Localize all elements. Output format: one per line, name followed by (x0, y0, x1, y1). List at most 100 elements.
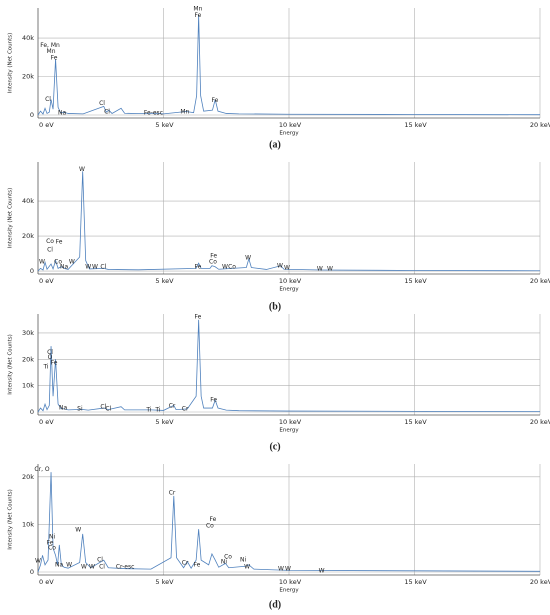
peak-label: Ni (240, 557, 246, 564)
peak-label: Cr-esc (116, 564, 135, 571)
y-tick-label: 0 (30, 267, 34, 275)
peak-label: W (285, 566, 291, 573)
peak-label: Na (59, 405, 67, 412)
y-tick-label: 0 (30, 568, 34, 576)
y-tick-label: 10k (22, 382, 34, 390)
x-axis-title: Energy (279, 287, 299, 293)
peak-label: O (48, 354, 53, 361)
peak-label: W (35, 558, 41, 565)
peak-label: Fe (194, 12, 201, 19)
x-tick-label: 20 keV (530, 578, 550, 586)
peak-label: Cl (45, 96, 51, 103)
x-tick-label: 5 keV (155, 418, 174, 426)
peak-label: Cl (47, 247, 53, 254)
peak-label: Cl (99, 100, 105, 107)
panel-caption: (d) (269, 599, 281, 610)
x-tick-label: 10 keV (279, 418, 302, 426)
peak-label: W (319, 568, 325, 575)
y-axis-title: Intensity (Net Counts) (8, 334, 14, 395)
peak-label: Fe (194, 314, 201, 321)
spectrum (37, 14, 541, 116)
peak-label: W (85, 264, 91, 271)
spectrum (37, 171, 541, 272)
peak-label: W (277, 262, 283, 269)
x-tick-label: 20 keV (530, 418, 550, 426)
peak-label: W (66, 561, 72, 568)
peak-label: Cl (47, 349, 53, 356)
y-tick-label: 10k (22, 520, 34, 528)
peak-label: Fe (56, 238, 63, 245)
peak-label: Fe (51, 359, 58, 366)
peak-label: Ti (154, 407, 160, 414)
x-tick-label: 10 keV (279, 578, 302, 586)
peak-label: W (245, 255, 251, 262)
spectrum (37, 472, 541, 573)
peak-label: Na (55, 561, 63, 568)
peak-label: Cr (169, 403, 176, 410)
y-tick-label: 40k (22, 197, 34, 205)
peak-label: Si (77, 406, 83, 413)
peak-label: Co (224, 553, 232, 560)
x-tick-label: 20 keV (530, 277, 550, 285)
peak-label: Mn (180, 108, 189, 115)
peak-label: Cl (99, 564, 105, 571)
peak-label: W (69, 259, 75, 266)
x-tick-label: 0 eV (39, 121, 54, 129)
x-tick-label: 15 keV (404, 277, 427, 285)
peak-label: W (92, 264, 98, 271)
peak-label: W (317, 266, 323, 273)
peak-label: Co (228, 264, 236, 271)
panel-caption: (a) (269, 139, 281, 150)
peak-label: W (89, 564, 95, 571)
x-tick-label: 0 eV (39, 418, 54, 426)
x-tick-label: 15 keV (404, 418, 427, 426)
x-tick-label: 5 keV (155, 121, 174, 129)
peak-label: Cl (97, 557, 103, 564)
y-axis-title: Intensity (Net Counts) (8, 33, 14, 94)
peak-label: W (327, 266, 333, 273)
x-tick-label: 10 keV (279, 121, 302, 129)
peak-label: Fe (194, 264, 201, 271)
peak-label: Fe (210, 516, 217, 523)
peak-label: Fe (51, 55, 58, 62)
peak-label: Fe-esc (144, 110, 163, 117)
y-tick-label: 20k (22, 232, 34, 240)
x-axis-title: Energy (279, 588, 299, 594)
peak-label: W (39, 259, 45, 266)
peak-label: W (222, 264, 228, 271)
x-tick-label: 10 keV (279, 277, 302, 285)
peak-label: Fe (210, 396, 217, 403)
y-tick-label: 40k (22, 34, 34, 42)
y-tick-label: 20k (22, 73, 34, 81)
peak-label: Cr, O (34, 466, 49, 473)
panel-caption: (c) (269, 441, 280, 452)
y-tick-label: 30k (22, 329, 34, 337)
peak-label: W (278, 566, 284, 573)
peak-label: Cl (105, 406, 111, 413)
x-tick-label: 0 eV (39, 277, 54, 285)
peak-label: W (75, 527, 81, 534)
peak-label: Cl (100, 264, 106, 271)
peak-label: Fe (210, 252, 217, 259)
peak-label: Fe (47, 539, 54, 546)
peak-label: Cr (182, 406, 189, 413)
y-axis-title: Intensity (Net Counts) (8, 188, 14, 249)
peak-label: W (81, 564, 87, 571)
x-tick-label: 20 keV (530, 121, 550, 129)
x-tick-label: 15 keV (404, 578, 427, 586)
peak-label: Ni (221, 559, 227, 566)
peak-label: Fe, Mn (40, 42, 60, 49)
peak-label: Ti (145, 407, 151, 414)
y-tick-label: 20k (22, 473, 34, 481)
y-tick-label: 0 (30, 408, 34, 416)
peak-label: Co (54, 259, 62, 266)
peak-label: Co (46, 238, 54, 245)
x-tick-label: 0 eV (39, 578, 54, 586)
y-tick-label: 0 (30, 111, 34, 119)
peak-label: Ti (42, 364, 48, 371)
peak-label: Mn (47, 48, 56, 55)
peak-label: Co (48, 545, 56, 552)
peak-label: Co (209, 259, 217, 266)
peak-label: Cr (182, 559, 189, 566)
